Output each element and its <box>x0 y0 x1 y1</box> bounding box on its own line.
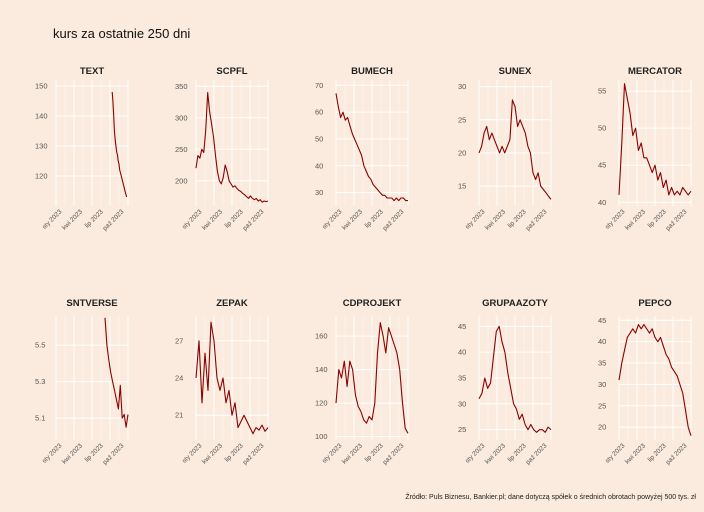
x-tick-label: paź 2023 <box>525 442 549 466</box>
y-tick-label: 50 <box>315 134 323 143</box>
price-line-text <box>111 91 128 198</box>
y-tick-label: 40 <box>598 337 606 346</box>
x-tick-label: kwi 2023 <box>201 442 224 465</box>
x-tick-label: paź 2023 <box>102 442 126 466</box>
x-tick-label: kwi 2023 <box>484 208 507 231</box>
y-tick-label: 120 <box>315 399 328 408</box>
panel-title-sunex: SUNEX <box>499 66 532 77</box>
price-line-sntverse <box>104 317 129 428</box>
x-tick-label: sty 2023 <box>321 442 344 465</box>
x-tick-label: paź 2023 <box>382 442 406 466</box>
y-tick-label: 120 <box>35 172 48 181</box>
panel-title-scpfl: SCPFL <box>216 66 247 77</box>
panel-title-sntverse: SNTVERSE <box>66 298 117 309</box>
x-tick-label: paź 2023 <box>665 442 689 466</box>
x-tick-label: kwi 2023 <box>201 208 224 231</box>
y-tick-label: 35 <box>598 359 606 368</box>
x-tick-label: kwi 2023 <box>341 208 364 231</box>
panel-title-grupaazoty: GRUPAAZOTY <box>482 298 548 309</box>
x-tick-label: kwi 2023 <box>61 442 84 465</box>
panel-title-mercator: MERCATOR <box>628 66 682 77</box>
price-line-sunex <box>478 99 552 200</box>
price-line-bumech <box>335 93 408 202</box>
x-tick-label: sty 2023 <box>464 442 487 465</box>
y-tick-label: 50 <box>598 124 606 133</box>
price-line-grupaazoty <box>478 325 552 433</box>
y-tick-label: 150 <box>35 82 48 91</box>
x-tick-label: paź 2023 <box>242 208 266 232</box>
y-tick-label: 40 <box>458 348 466 357</box>
y-tick-label: 24 <box>175 374 183 383</box>
y-tick-label: 20 <box>458 148 466 157</box>
x-tick-label: sty 2023 <box>181 442 204 465</box>
price-line-scpfl <box>195 92 269 203</box>
y-tick-label: 5.5 <box>35 341 45 350</box>
y-tick-label: 350 <box>175 82 188 91</box>
y-tick-label: 70 <box>315 81 323 90</box>
y-tick-label: 140 <box>315 365 328 374</box>
panel-title-pepco: PEPCO <box>638 298 671 309</box>
y-tick-label: 35 <box>458 374 466 383</box>
y-tick-label: 200 <box>175 176 188 185</box>
panel-title-text: TEXT <box>80 66 104 77</box>
panel-title-zepak: ZEPAK <box>216 298 248 309</box>
y-tick-label: 27 <box>175 336 183 345</box>
x-tick-label: sty 2023 <box>41 442 64 465</box>
y-tick-label: 21 <box>175 411 183 420</box>
y-tick-label: 45 <box>458 322 466 331</box>
x-tick-label: paź 2023 <box>382 208 406 232</box>
y-tick-label: 15 <box>458 182 466 191</box>
y-tick-label: 45 <box>598 161 606 170</box>
y-tick-label: 30 <box>315 188 323 197</box>
x-tick-label: kwi 2023 <box>624 208 647 231</box>
y-tick-label: 130 <box>35 142 48 151</box>
panel-title-bumech: BUMECH <box>351 66 393 77</box>
x-tick-label: sty 2023 <box>604 442 627 465</box>
x-tick-label: kwi 2023 <box>341 442 364 465</box>
y-tick-label: 25 <box>458 115 466 124</box>
y-tick-label: 40 <box>315 161 323 170</box>
source-note: Źródło: Puls Biznesu, Bankier.pl; dane d… <box>405 494 696 501</box>
x-tick-label: paź 2023 <box>665 208 689 232</box>
y-tick-label: 40 <box>598 198 606 207</box>
x-tick-label: kwi 2023 <box>61 208 84 231</box>
y-tick-label: 160 <box>315 332 328 341</box>
x-tick-label: sty 2023 <box>41 208 64 231</box>
y-tick-label: 140 <box>35 112 48 121</box>
y-tick-label: 45 <box>598 316 606 325</box>
y-tick-label: 25 <box>598 401 606 410</box>
y-tick-label: 25 <box>458 425 466 434</box>
panel-title-cdprojekt: CDPROJEKT <box>343 298 402 309</box>
price-line-cdprojekt <box>335 322 409 434</box>
x-tick-label: kwi 2023 <box>484 442 507 465</box>
y-tick-label: 300 <box>175 113 188 122</box>
price-line-mercator <box>618 83 692 196</box>
chart-title: kurs za ostatnie 250 dni <box>53 26 191 41</box>
x-tick-label: paź 2023 <box>242 442 266 466</box>
price-line-pepco <box>618 324 692 436</box>
x-tick-label: sty 2023 <box>181 208 204 231</box>
y-tick-label: 60 <box>315 108 323 117</box>
x-tick-label: paź 2023 <box>525 208 549 232</box>
y-tick-label: 5.3 <box>35 377 45 386</box>
x-tick-label: kwi 2023 <box>624 442 647 465</box>
y-tick-label: 100 <box>315 432 328 441</box>
y-tick-label: 55 <box>598 87 606 96</box>
y-tick-label: 30 <box>458 399 466 408</box>
y-tick-label: 20 <box>598 423 606 432</box>
x-tick-label: paź 2023 <box>102 208 126 232</box>
price-line-zepak <box>195 321 269 435</box>
y-tick-label: 30 <box>458 82 466 91</box>
y-tick-label: 250 <box>175 145 188 154</box>
x-tick-label: sty 2023 <box>464 208 487 231</box>
y-tick-label: 5.1 <box>35 414 45 423</box>
y-tick-label: 30 <box>598 380 606 389</box>
x-tick-label: sty 2023 <box>321 208 344 231</box>
x-tick-label: sty 2023 <box>604 208 627 231</box>
